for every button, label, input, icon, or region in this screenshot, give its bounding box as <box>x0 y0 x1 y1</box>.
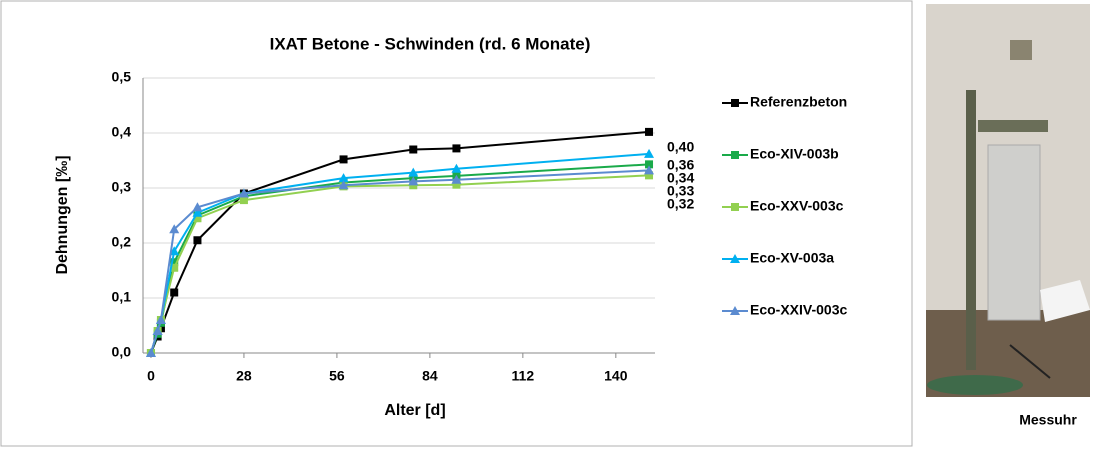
data-point <box>645 127 654 136</box>
end-label: 0,36 <box>667 157 694 173</box>
legend-marker <box>731 203 739 211</box>
legend-label: Eco-XV-003a <box>750 250 834 266</box>
legend-marker <box>731 151 739 159</box>
photo-arm <box>1010 40 1032 60</box>
data-point <box>452 144 461 153</box>
photo: Messuhr <box>926 4 1090 428</box>
photo-clamp <box>978 120 1048 132</box>
legend-marker <box>730 254 740 263</box>
data-point <box>408 167 419 177</box>
photo-paper <box>1040 280 1090 322</box>
data-point <box>409 145 418 154</box>
y-tick-label: 0,5 <box>112 69 132 85</box>
chart-title: IXAT Betone - Schwinden (rd. 6 Monate) <box>270 34 591 53</box>
data-point <box>155 315 166 324</box>
data-point <box>644 148 655 158</box>
x-tick-label: 84 <box>422 368 438 384</box>
x-tick-label: 56 <box>329 368 345 384</box>
data-point <box>192 207 203 217</box>
legend-marker <box>731 99 739 107</box>
photo-specimen <box>987 144 1041 321</box>
data-point <box>170 258 179 267</box>
data-point <box>338 173 349 183</box>
series-line <box>150 169 650 354</box>
y-tick-label: 0,2 <box>112 234 132 250</box>
end-label: 0,34 <box>667 170 694 186</box>
legend-label: Eco-XIV-003b <box>750 146 839 162</box>
photo-column <box>966 90 976 370</box>
data-point <box>339 155 348 164</box>
data-point <box>192 202 203 212</box>
y-axis-label: Dehnungen [‰] <box>54 155 71 274</box>
data-point <box>193 214 202 223</box>
photo-base <box>927 375 1023 395</box>
data-point <box>170 288 179 297</box>
data-point <box>452 180 461 189</box>
data-point <box>408 176 419 186</box>
legend-marker <box>730 306 740 315</box>
legend-label: Referenzbeton <box>750 94 847 110</box>
end-label: 0,40 <box>667 139 694 155</box>
data-point <box>451 163 462 173</box>
x-axis-label: Alter [d] <box>384 402 445 419</box>
y-tick-label: 0,1 <box>112 289 132 305</box>
data-point <box>645 160 654 169</box>
data-point <box>145 348 156 357</box>
y-tick-label: 0,0 <box>112 344 132 360</box>
y-tick-label: 0,3 <box>112 179 132 195</box>
x-tick-label: 140 <box>604 368 628 384</box>
photo-caption: Messuhr <box>1019 412 1077 428</box>
data-point <box>152 326 163 335</box>
data-point <box>239 196 248 205</box>
data-point <box>193 236 202 245</box>
data-point <box>170 263 179 272</box>
data-point <box>645 171 654 180</box>
data-point <box>451 174 462 184</box>
data-point <box>169 224 180 234</box>
end-label: 0,32 <box>667 196 694 212</box>
y-tick-label: 0,4 <box>112 124 132 140</box>
x-tick-label: 112 <box>512 368 535 384</box>
series: 0,33 <box>145 165 694 357</box>
chart-frame <box>0 0 913 447</box>
data-point <box>338 180 349 190</box>
end-label: 0,33 <box>667 183 694 199</box>
legend-label: Eco-XXV-003c <box>750 198 844 214</box>
x-tick-label: 28 <box>236 368 252 384</box>
x-tick-label: 0 <box>147 368 155 384</box>
data-point <box>238 188 249 198</box>
legend-label: Eco-XXIV-003c <box>750 302 847 318</box>
photo-arrow <box>1009 344 1051 379</box>
data-point <box>644 165 655 175</box>
